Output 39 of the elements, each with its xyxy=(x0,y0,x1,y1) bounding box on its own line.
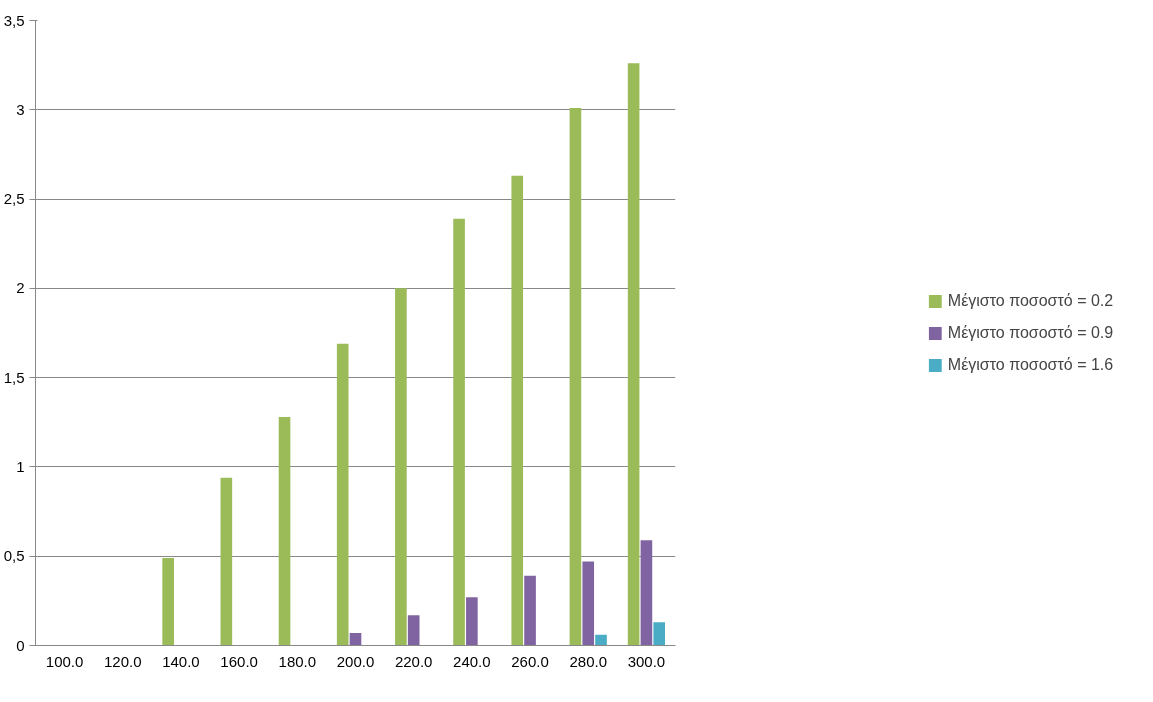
legend-label: Μέγιστο ποσοστό = 1.6 xyxy=(947,355,1114,374)
x-tick-label: 140.0 xyxy=(162,652,200,670)
bar xyxy=(349,633,362,646)
y-tick-label: 0,5 xyxy=(3,547,25,565)
bar xyxy=(653,622,666,646)
bar xyxy=(582,561,595,646)
x-tick-label: 120.0 xyxy=(104,652,142,670)
bar xyxy=(278,416,291,646)
x-tick-label: 300.0 xyxy=(627,652,666,670)
bar xyxy=(640,540,653,646)
y-tick-label: 2,5 xyxy=(3,190,25,208)
bar xyxy=(162,558,174,646)
x-tick-label: 200.0 xyxy=(336,652,375,670)
bar xyxy=(336,343,349,646)
legend-label: Μέγιστο ποσοστό = 0.9 xyxy=(947,323,1114,342)
y-tick-label: 1,5 xyxy=(3,368,25,386)
y-tick-label: 2 xyxy=(16,279,25,297)
bar xyxy=(220,477,233,646)
x-tick-label: 240.0 xyxy=(453,652,491,670)
x-tick-label: 260.0 xyxy=(511,652,549,670)
x-tick-label: 220.0 xyxy=(394,652,433,670)
x-tick-label: 100.0 xyxy=(45,652,84,670)
bar xyxy=(407,615,420,646)
bar xyxy=(595,634,607,646)
bar xyxy=(395,288,407,646)
bar xyxy=(524,575,536,646)
y-tick-label: 0 xyxy=(16,636,25,654)
x-tick-label: 160.0 xyxy=(220,652,258,670)
bar xyxy=(511,175,524,646)
x-tick-label: 280.0 xyxy=(569,652,608,670)
legend-label: Μέγιστο ποσοστό = 0.2 xyxy=(947,291,1114,310)
bar xyxy=(453,218,465,646)
y-tick-label: 3,5 xyxy=(3,11,25,29)
y-tick-label: 1 xyxy=(16,457,25,475)
y-tick-label: 3 xyxy=(16,100,25,118)
bar xyxy=(627,63,640,646)
bar xyxy=(466,597,478,646)
bar xyxy=(569,108,582,646)
x-tick-label: 180.0 xyxy=(278,652,317,670)
